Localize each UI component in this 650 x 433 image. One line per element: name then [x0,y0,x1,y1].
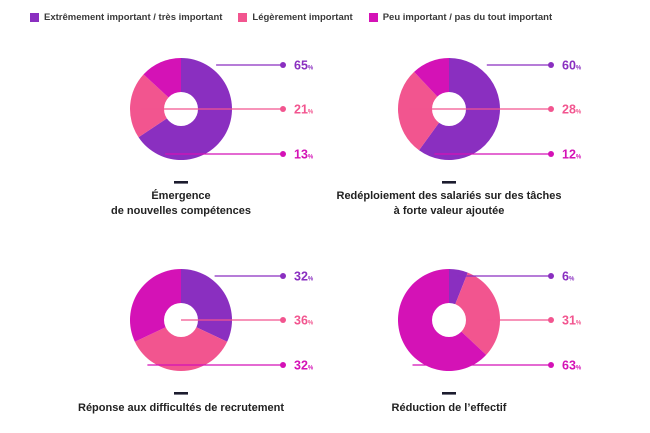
legend: Extrêmement important / très important L… [30,12,552,23]
leader-dot [548,317,554,323]
legend-item-very-important: Extrêmement important / très important [30,12,222,23]
data-label: 32% [294,359,314,373]
data-label-unit: % [308,277,314,283]
donut-hole [432,303,466,337]
data-label: 13% [294,148,314,162]
data-label: 12% [562,148,582,162]
leader-dot [548,273,554,279]
data-label-unit: % [576,321,582,327]
title-marker [442,392,456,395]
legend-label: Légèrement important [252,12,353,23]
data-label-unit: % [308,366,314,372]
data-label-unit: % [576,366,582,372]
data-label-unit: % [576,110,582,116]
leader-dot [280,317,286,323]
data-label-unit: % [308,110,314,116]
data-label-unit: % [576,66,582,72]
legend-item-slightly-important: Légèrement important [238,12,353,23]
data-label-unit: % [308,66,314,72]
data-label-unit: % [308,155,314,161]
chart-title: Redéploiement des salariés sur des tâche… [337,190,562,202]
chart-title: à forte valeur ajoutée [394,205,505,217]
data-label: 31% [562,314,582,328]
chart-title: de nouvelles compétences [111,205,251,217]
leader-dot [548,151,554,157]
leader-dot [280,62,286,68]
data-label: 32% [294,270,314,284]
legend-swatch-slightly-important [238,13,248,22]
data-label-unit: % [569,277,575,283]
leader-dot [548,62,554,68]
legend-swatch-very-important [30,13,39,22]
leader-dot [548,106,554,112]
legend-item-not-important: Peu important / pas du tout important [368,12,553,23]
chart-title: Émergence [151,189,210,202]
data-label: 21% [294,103,314,117]
leader-dot [280,151,286,157]
donut-slice [397,71,449,151]
legend-label: Peu important / pas du tout important [382,12,553,23]
data-label: 60% [562,59,582,73]
data-label: 65% [294,59,314,73]
title-marker [442,181,456,184]
donut-slice [130,74,181,138]
leader-dot [280,106,286,112]
title-marker [174,392,188,395]
data-label-unit: % [576,155,582,161]
donut-slice [449,272,501,355]
leader-dot [548,362,554,368]
legend-swatch-not-important [368,13,378,22]
legend-label: Extrêmement important / très important [44,12,223,23]
data-label-unit: % [308,321,314,327]
donut-slice [134,320,228,372]
data-label: 28% [562,103,582,117]
data-label: 36% [294,314,314,328]
data-label: 63% [562,359,582,373]
leader-dot [280,273,286,279]
chart-title: Réduction de l’effectif [392,402,507,414]
data-label: 6% [562,270,575,284]
title-marker [174,181,188,184]
chart-title: Réponse aux difficultés de recrutement [78,402,284,414]
leader-dot [280,362,286,368]
